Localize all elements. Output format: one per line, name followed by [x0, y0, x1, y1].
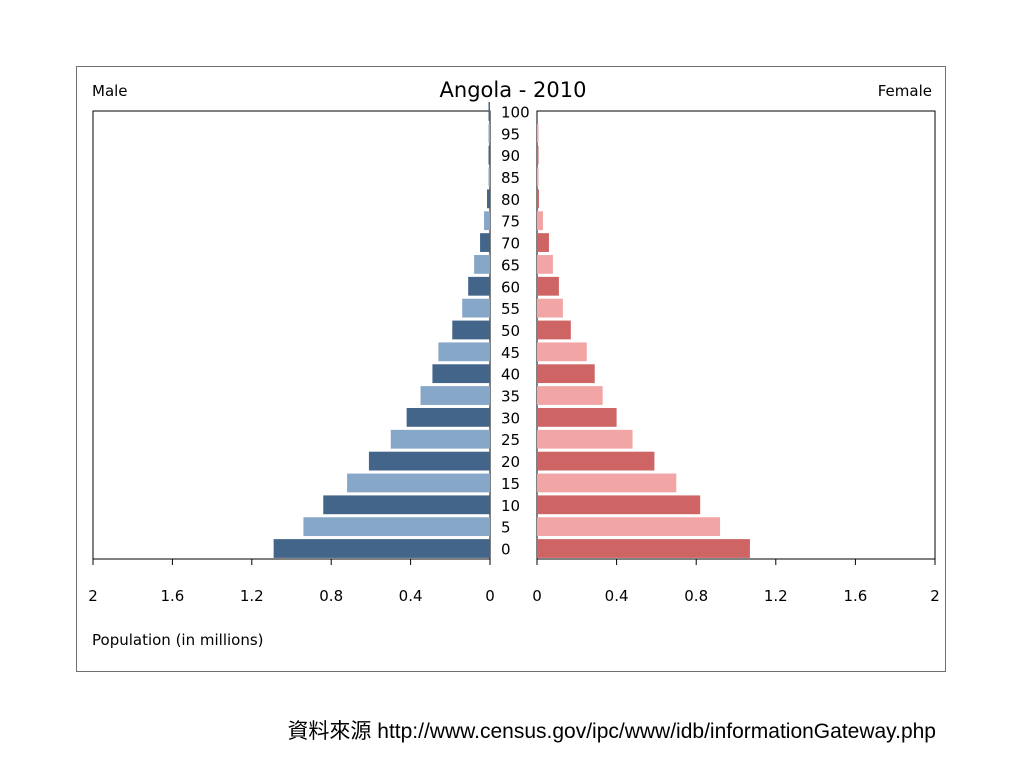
age-label-90: 90 — [501, 147, 520, 165]
female-bar-age-35 — [537, 386, 603, 405]
female-bar-age-90 — [537, 145, 539, 165]
female-label: Female — [878, 82, 932, 100]
female-panel: 0 0.4 0.8 1.2 1.6 2 — [532, 110, 940, 605]
male-bar-age-35 — [420, 386, 490, 405]
source-citation: 資料來源 http://www.census.gov/ipc/www/idb/i… — [0, 715, 936, 745]
source-url[interactable]: http://www.census.gov/ipc/www/idb/inform… — [377, 720, 936, 743]
male-bar-age-60 — [468, 276, 490, 296]
age-label-40: 40 — [501, 366, 520, 384]
female-bar-age-5 — [537, 517, 721, 537]
female-x-tick-label: 1.2 — [764, 587, 788, 605]
chart-figure: Angola - 2010 Male Female Population (in… — [76, 66, 946, 672]
female-bar-age-95 — [537, 123, 539, 143]
age-label-55: 55 — [501, 300, 520, 318]
female-x-tick-label: 0.4 — [605, 587, 629, 605]
female-bar-age-10 — [537, 495, 701, 515]
male-bar-age-20 — [368, 451, 490, 471]
female-bar-age-55 — [537, 298, 563, 318]
female-bar-age-30 — [537, 407, 617, 427]
female-bar-age-80 — [537, 189, 539, 209]
female-bar-age-60 — [537, 276, 559, 296]
female-bar-age-75 — [537, 211, 543, 231]
male-label: Male — [92, 82, 128, 100]
female-bar-age-0 — [537, 539, 750, 558]
male-x-tick-label: 1.6 — [160, 587, 184, 605]
female-bar-age-65 — [537, 255, 553, 274]
age-label-65: 65 — [501, 256, 520, 274]
age-label-80: 80 — [501, 191, 520, 209]
age-labels: 0 5 10 15 20 25 30 35 40 45 50 55 60 65 70 75 80 85 90 95 10… — [501, 103, 530, 558]
male-bar-age-75 — [484, 211, 490, 231]
male-panel: 2 1.6 1.2 0.8 0.4 0 — [88, 102, 495, 605]
age-label-10: 10 — [501, 497, 520, 515]
female-bar-age-25 — [537, 429, 633, 449]
age-label-50: 50 — [501, 322, 520, 340]
age-label-95: 95 — [501, 125, 520, 143]
female-bar-age-15 — [537, 473, 677, 493]
female-x-tick-label: 2 — [930, 587, 940, 605]
age-label-20: 20 — [501, 453, 520, 471]
male-x-tick-label: 2 — [88, 587, 98, 605]
male-x-tick-label: 0.4 — [399, 587, 423, 605]
male-bar-age-95 — [488, 123, 490, 143]
male-bar-age-25 — [390, 429, 490, 449]
female-bar-age-85 — [537, 167, 539, 187]
population-pyramid-chart: Angola - 2010 Male Female Population (in… — [88, 78, 940, 649]
male-bar-age-15 — [347, 473, 490, 493]
female-x-tick-label: 0 — [532, 587, 542, 605]
male-bar-age-0 — [273, 539, 490, 558]
male-bar-age-55 — [462, 298, 490, 318]
age-label-60: 60 — [501, 278, 520, 296]
age-label-70: 70 — [501, 235, 520, 253]
age-label-85: 85 — [501, 169, 520, 187]
female-bar-age-70 — [537, 233, 549, 252]
female-x-tick-label: 1.6 — [843, 587, 867, 605]
age-label-5: 5 — [501, 519, 511, 537]
age-label-35: 35 — [501, 388, 520, 406]
male-bar-age-30 — [406, 407, 490, 427]
age-label-25: 25 — [501, 431, 520, 449]
age-label-0: 0 — [501, 541, 511, 559]
male-bar-age-10 — [323, 495, 490, 515]
male-bar-age-65 — [474, 255, 490, 274]
source-prefix: 資料來源 — [287, 720, 372, 743]
male-bar-age-50 — [452, 320, 490, 340]
female-bar-age-45 — [537, 342, 587, 362]
x-axis-label: Population (in millions) — [92, 631, 264, 649]
age-label-30: 30 — [501, 409, 520, 427]
chart-title: Angola - 2010 — [440, 78, 587, 102]
male-bar-age-100 — [488, 102, 490, 121]
female-bar-age-40 — [537, 364, 595, 384]
age-label-45: 45 — [501, 344, 520, 362]
male-bar-age-45 — [438, 342, 490, 362]
male-bar-age-5 — [303, 517, 490, 537]
female-bar-age-50 — [537, 320, 571, 340]
male-bar-age-90 — [488, 145, 490, 165]
male-bar-age-85 — [488, 167, 490, 187]
age-label-75: 75 — [501, 213, 520, 231]
male-bar-age-80 — [487, 189, 490, 209]
male-x-tick-label: 0 — [485, 587, 495, 605]
female-x-tick-label: 0.8 — [684, 587, 708, 605]
male-x-tick-label: 1.2 — [240, 587, 264, 605]
age-label-15: 15 — [501, 475, 520, 493]
male-bar-age-40 — [432, 364, 490, 384]
age-label-100: 100 — [501, 103, 530, 121]
male-bar-age-70 — [480, 233, 490, 252]
female-bar-age-20 — [537, 451, 655, 471]
male-x-tick-label: 0.8 — [319, 587, 343, 605]
